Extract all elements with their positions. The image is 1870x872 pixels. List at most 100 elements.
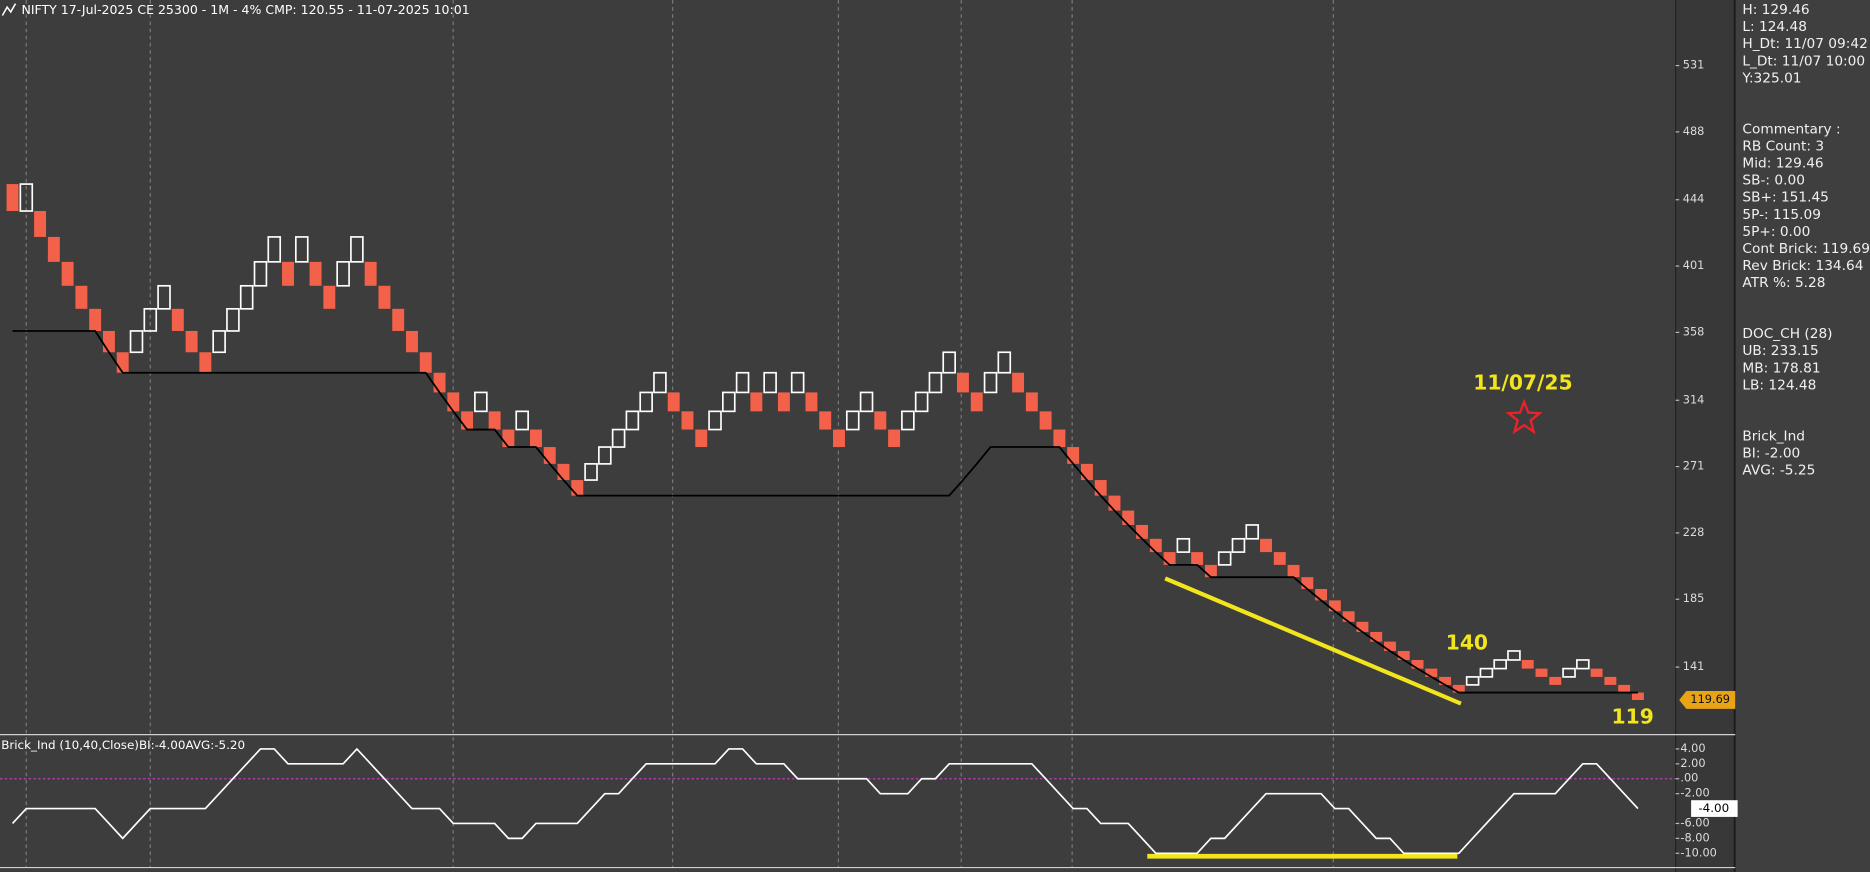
down-brick: [1025, 392, 1038, 412]
up-brick: [790, 371, 805, 394]
y-tick-label: -10.00: [1680, 845, 1716, 859]
y-tick-label: 401: [1683, 258, 1705, 272]
down-brick: [1411, 659, 1424, 669]
value-tag: [1691, 800, 1738, 817]
up-brick: [1245, 524, 1260, 540]
down-brick: [323, 285, 336, 309]
value-tag-label: -4.00: [1698, 801, 1729, 815]
down-brick: [1108, 495, 1121, 511]
side-panel-line: L_Dt: 11/07 10:00: [1742, 53, 1865, 69]
y-tick-label: .00: [1680, 771, 1698, 785]
y-tick-label: 444: [1683, 192, 1705, 206]
down-brick: [1094, 480, 1107, 496]
side-panel-line: Y:325.01: [1741, 70, 1801, 86]
up-brick: [1479, 667, 1494, 678]
down-brick: [364, 261, 377, 286]
down-brick: [1273, 552, 1286, 565]
y-tick-label: 228: [1683, 525, 1705, 539]
down-brick: [1618, 684, 1631, 693]
side-panel-line: Commentary :: [1742, 122, 1840, 138]
down-brick: [433, 372, 446, 393]
up-brick: [226, 307, 240, 332]
up-brick: [1493, 659, 1507, 670]
chart-title: NIFTY 17-Jul-2025 CE 25300 - 1M - 4% CMP…: [21, 2, 469, 17]
up-brick: [584, 463, 598, 481]
down-brick: [89, 308, 102, 331]
up-brick: [515, 410, 529, 431]
up-brick: [143, 307, 158, 332]
side-panel-line: Mid: 129.46: [1742, 156, 1823, 172]
y-tick-label: 531: [1683, 58, 1705, 72]
star-marker: [1505, 398, 1543, 435]
side-panel-line: H: 129.46: [1742, 2, 1809, 18]
annotation: 11/07/25: [1473, 371, 1572, 395]
down-brick: [34, 211, 47, 237]
up-brick: [859, 391, 874, 413]
down-brick: [1328, 600, 1341, 612]
down-brick: [1521, 659, 1534, 669]
price-tag-label: 119.69: [1690, 692, 1730, 706]
up-brick: [474, 391, 488, 413]
down-brick: [571, 480, 584, 496]
down-brick: [75, 285, 88, 309]
up-brick: [901, 410, 915, 431]
trend-line: [1164, 576, 1462, 706]
side-panel-line: SB-: 0.00: [1742, 173, 1805, 189]
down-brick: [1301, 577, 1314, 590]
down-brick: [1604, 676, 1617, 685]
down-brick: [1039, 411, 1052, 430]
side-panel-line: H_Dt: 11/07 09:42: [1742, 36, 1867, 52]
side-panel-line: LB: 124.48: [1742, 377, 1816, 393]
chart-icon: [1, 3, 17, 16]
down-brick: [777, 392, 790, 412]
side-panel-line: DOC_CH (28): [1742, 326, 1832, 342]
up-brick: [845, 410, 860, 431]
side-panel-line: BI: -2.00: [1742, 446, 1800, 462]
down-brick: [1287, 564, 1300, 578]
up-brick: [639, 391, 653, 413]
y-tick-label: 488: [1683, 124, 1705, 138]
down-brick: [1012, 372, 1025, 393]
up-brick: [942, 351, 956, 374]
y-tick-label: 141: [1683, 659, 1705, 673]
y-tick-label: 185: [1683, 591, 1705, 605]
up-brick: [212, 330, 226, 354]
side-panel-line: AVG: -5.25: [1742, 463, 1815, 479]
down-brick: [47, 236, 60, 262]
down-brick: [681, 411, 694, 430]
down-brick: [419, 352, 432, 373]
down-brick: [957, 372, 969, 393]
down-brick: [833, 429, 845, 448]
side-panel-line: L: 124.48: [1742, 19, 1807, 35]
down-brick: [1384, 641, 1396, 651]
down-brick: [1590, 668, 1603, 677]
down-brick: [199, 352, 212, 373]
side-panel-line: RB Count: 3: [1742, 139, 1824, 155]
down-brick: [406, 330, 418, 353]
y-tick-label: -6.00: [1680, 815, 1709, 829]
y-tick-label: -8.00: [1680, 830, 1709, 844]
up-brick: [708, 410, 722, 431]
up-brick: [239, 284, 254, 310]
down-brick: [1191, 552, 1204, 565]
down-brick: [1315, 589, 1328, 601]
up-brick: [763, 371, 777, 394]
down-brick: [1149, 538, 1162, 553]
down-brick: [1370, 631, 1383, 642]
up-brick: [653, 371, 667, 394]
up-brick: [157, 284, 171, 310]
up-brick: [1562, 667, 1576, 678]
up-brick: [350, 236, 364, 263]
side-panel-line: Rev Brick: 134.64: [1742, 258, 1863, 274]
up-brick: [914, 391, 929, 413]
down-brick: [488, 411, 501, 430]
down-brick: [392, 308, 405, 331]
down-brick: [1397, 650, 1410, 660]
down-brick: [1260, 538, 1272, 553]
side-panel-line: Brick_Ind: [1742, 428, 1805, 444]
up-brick: [1465, 676, 1480, 686]
price-axis: [1675, 0, 1736, 872]
down-brick: [171, 308, 184, 331]
y-tick-label: 271: [1683, 459, 1705, 473]
